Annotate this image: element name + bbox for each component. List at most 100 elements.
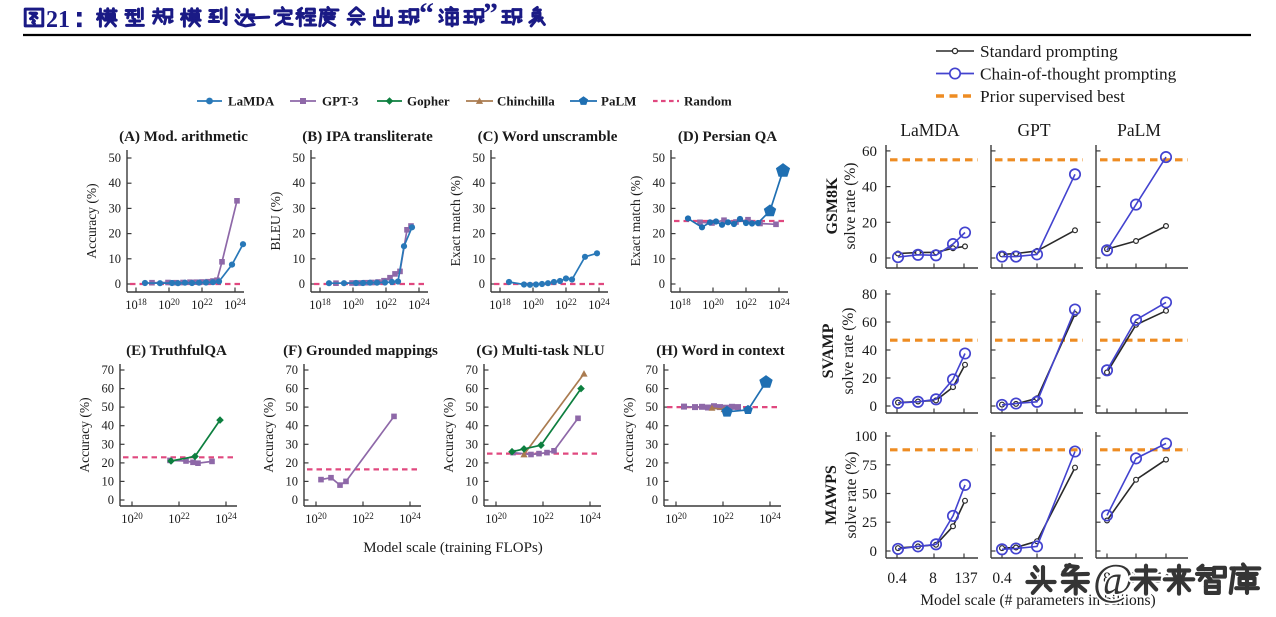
svg-text:(G) Multi-task NLU: (G) Multi-task NLU: [476, 343, 604, 359]
svg-text:30: 30: [293, 201, 306, 215]
svg-text:GSM8K: GSM8K: [824, 177, 841, 234]
svg-text:Accuracy (%): Accuracy (%): [621, 397, 636, 472]
svg-text:SVAMP: SVAMP: [820, 323, 837, 378]
svg-text:(C) Word unscramble: (C) Word unscramble: [478, 129, 618, 145]
svg-text:GPT: GPT: [1017, 120, 1050, 140]
svg-text:0: 0: [479, 277, 485, 291]
svg-text:50: 50: [109, 151, 122, 165]
svg-text:80: 80: [862, 287, 877, 303]
svg-text:40: 40: [102, 419, 115, 433]
svg-text:Exact match (%): Exact match (%): [448, 176, 463, 267]
svg-text:Prior supervised best: Prior supervised best: [980, 87, 1125, 106]
svg-text:30: 30: [473, 201, 486, 215]
svg-text:60: 60: [286, 382, 299, 396]
svg-text:8: 8: [1103, 570, 1111, 587]
svg-text:Model scale (training FLOPs): Model scale (training FLOPs): [363, 540, 543, 556]
svg-text:(H) Word in context: (H) Word in context: [656, 343, 784, 359]
svg-text:30: 30: [109, 201, 122, 215]
svg-text:0: 0: [659, 277, 665, 291]
svg-text:20: 20: [862, 371, 877, 387]
svg-text:0: 0: [870, 399, 878, 415]
svg-text:10: 10: [109, 252, 122, 266]
svg-text:0: 0: [652, 493, 658, 507]
svg-text:75: 75: [862, 458, 877, 474]
svg-text:40: 40: [653, 176, 666, 190]
svg-text:40: 40: [473, 176, 486, 190]
svg-text:60: 60: [862, 315, 877, 331]
svg-text:solve rate (%): solve rate (%): [843, 452, 860, 539]
svg-text:MAWPS: MAWPS: [823, 465, 840, 525]
svg-text:Chinchilla: Chinchilla: [497, 94, 555, 109]
svg-text:solve rate (%): solve rate (%): [842, 163, 859, 250]
svg-text:70: 70: [102, 363, 115, 377]
svg-text:50: 50: [102, 400, 115, 414]
svg-text:20: 20: [473, 227, 486, 241]
svg-text:@: @: [1093, 555, 1134, 604]
svg-text:“: “: [419, 0, 434, 30]
svg-text:60: 60: [646, 382, 659, 396]
svg-text:50: 50: [466, 400, 479, 414]
svg-text:20: 20: [109, 227, 122, 241]
svg-text:30: 30: [102, 437, 115, 451]
svg-text:10: 10: [293, 252, 306, 266]
svg-text:8: 8: [929, 570, 937, 587]
svg-text:40: 40: [286, 419, 299, 433]
svg-text:Model scale (# parameters in b: Model scale (# parameters in billions): [920, 592, 1155, 609]
svg-text:50: 50: [286, 400, 299, 414]
svg-text:LaMDA: LaMDA: [900, 120, 960, 140]
svg-text:GPT-3: GPT-3: [322, 94, 359, 109]
svg-text:30: 30: [653, 201, 666, 215]
svg-text:10: 10: [102, 474, 115, 488]
svg-text:(F) Grounded mappings: (F) Grounded mappings: [283, 343, 438, 359]
svg-text:50: 50: [646, 400, 659, 414]
svg-text:20: 20: [862, 215, 877, 231]
svg-text:0: 0: [870, 251, 878, 267]
svg-text:Exact match (%): Exact match (%): [628, 176, 643, 267]
svg-text:40: 40: [293, 176, 306, 190]
svg-text:20: 20: [293, 227, 306, 241]
svg-text:Standard prompting: Standard prompting: [980, 42, 1118, 61]
svg-text:0: 0: [115, 277, 121, 291]
svg-text:30: 30: [646, 437, 659, 451]
svg-text:solve rate (%): solve rate (%): [840, 308, 857, 395]
svg-text:40: 40: [466, 419, 479, 433]
svg-text:Accuracy (%): Accuracy (%): [84, 183, 99, 258]
svg-text:20: 20: [466, 456, 479, 470]
svg-text:0: 0: [292, 493, 298, 507]
svg-text:(B) IPA transliterate: (B) IPA transliterate: [302, 129, 433, 145]
svg-text:0: 0: [299, 277, 305, 291]
svg-text:0.4: 0.4: [992, 570, 1012, 587]
svg-text:Accuracy (%): Accuracy (%): [77, 397, 92, 472]
svg-text:Gopher: Gopher: [407, 94, 450, 109]
svg-text:30: 30: [466, 437, 479, 451]
svg-text:40: 40: [862, 180, 877, 196]
svg-text:0.4: 0.4: [887, 570, 907, 587]
svg-text:60: 60: [862, 144, 877, 160]
svg-text:(A) Mod. arithmetic: (A) Mod. arithmetic: [119, 129, 248, 145]
svg-text:70: 70: [646, 363, 659, 377]
svg-text:25: 25: [862, 515, 877, 531]
svg-text:LaMDA: LaMDA: [228, 94, 275, 109]
svg-text:137: 137: [954, 570, 978, 587]
svg-text:10: 10: [653, 252, 666, 266]
svg-text:20: 20: [646, 456, 659, 470]
svg-text:(D) Persian QA: (D) Persian QA: [678, 129, 777, 145]
svg-text:50: 50: [862, 487, 877, 503]
svg-text:20: 20: [102, 456, 115, 470]
svg-text:20: 20: [653, 227, 666, 241]
svg-text:(E) TruthfulQA: (E) TruthfulQA: [126, 343, 227, 359]
svg-text:Random: Random: [684, 94, 732, 109]
svg-text:Accuracy (%): Accuracy (%): [441, 397, 456, 472]
svg-text:40: 40: [862, 343, 877, 359]
svg-text:30: 30: [286, 437, 299, 451]
svg-text:BLEU (%): BLEU (%): [268, 192, 283, 251]
svg-text:”: ”: [483, 0, 498, 30]
svg-text:10: 10: [286, 474, 299, 488]
svg-text:40: 40: [646, 419, 659, 433]
svg-text:70: 70: [466, 363, 479, 377]
svg-text:60: 60: [466, 382, 479, 396]
svg-text:20: 20: [286, 456, 299, 470]
svg-text:0: 0: [870, 544, 878, 560]
svg-text:70: 70: [286, 363, 299, 377]
svg-text:0: 0: [108, 493, 114, 507]
